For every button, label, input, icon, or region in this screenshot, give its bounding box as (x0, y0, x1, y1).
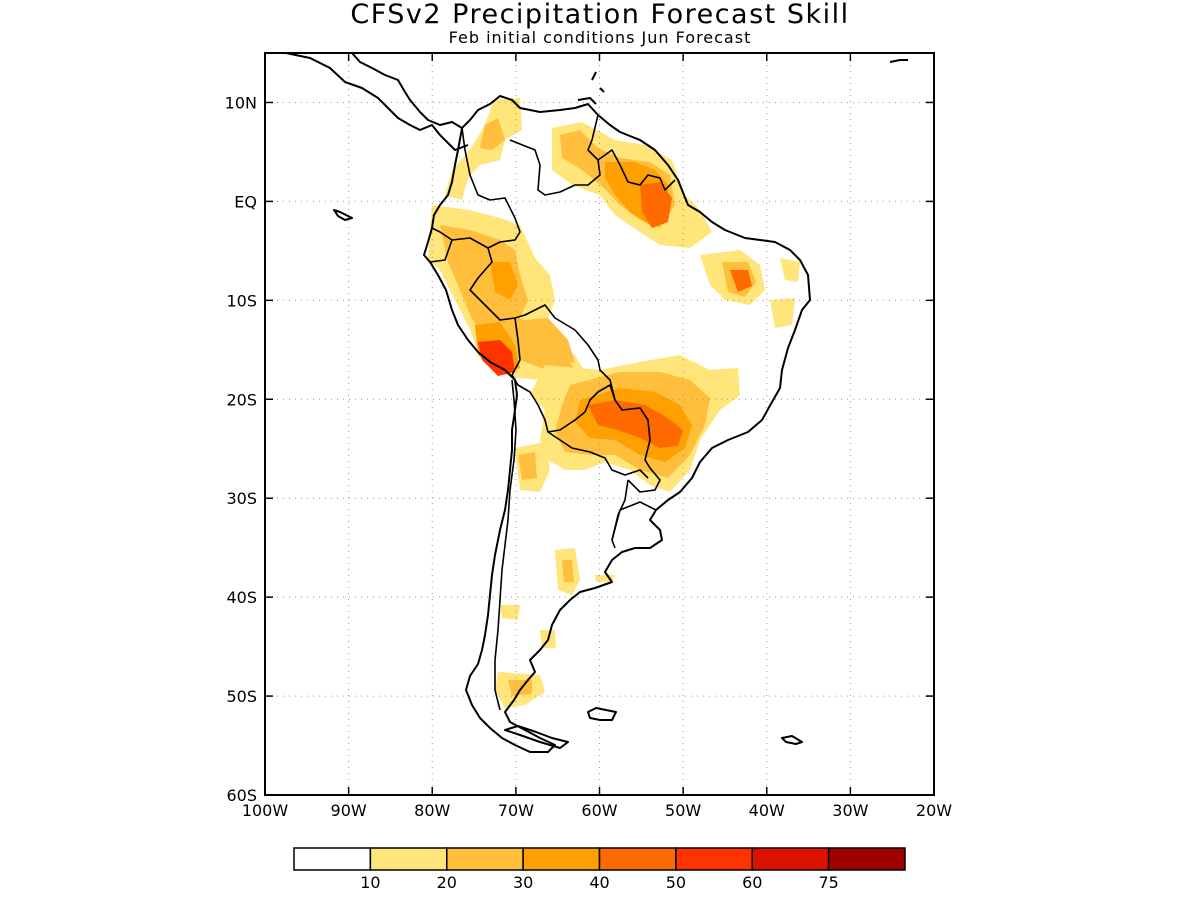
skill-area (730, 270, 752, 292)
colorbar-label: 50 (666, 873, 686, 892)
y-tick-label: 50S (226, 687, 257, 706)
central-america-coast (351, 53, 463, 129)
skill-area (480, 118, 505, 150)
skill-area (525, 318, 575, 365)
map-axes: 100W 90W 80W 70W 60W 50W 40W 30W 20W 10N EQ 10S 20S 3… (225, 53, 952, 820)
colorbar-swatch (751, 847, 830, 871)
colorbar-label: 20 (437, 873, 457, 892)
caribbean-islands (577, 59, 908, 105)
x-tick-label: 100W (242, 801, 289, 820)
colorbar-label: 75 (818, 873, 838, 892)
south-georgia (781, 735, 803, 745)
colorbar-label: 60 (742, 873, 762, 892)
country-border (469, 247, 661, 493)
x-tick-label: 40W (749, 801, 785, 820)
y-tick-label: 60S (226, 786, 257, 805)
country-border (511, 317, 616, 433)
colorbar-swatch (827, 847, 906, 871)
skill-area (588, 400, 683, 448)
country-border (611, 501, 657, 541)
skill-area (562, 560, 574, 582)
x-tick-label: 70W (498, 801, 534, 820)
skill-area (490, 262, 518, 300)
y-tick-label: EQ (234, 192, 257, 211)
y-tick-label: 10S (226, 291, 257, 310)
country-border (431, 127, 521, 249)
colorbar-swatch (293, 847, 372, 871)
x-tick-label: 90W (331, 801, 367, 820)
chart-subtitle: Feb initial conditions Jun Forecast (448, 28, 752, 47)
colorbar-label: 30 (513, 873, 533, 892)
galapagos (333, 209, 353, 221)
skill-area (500, 605, 520, 620)
country-border (547, 431, 649, 479)
x-tick-label: 20W (916, 801, 952, 820)
skill-area (445, 98, 522, 200)
colorbar-label: 40 (589, 873, 609, 892)
x-tick-label: 50W (665, 801, 701, 820)
y-tick-label: 20S (226, 390, 257, 409)
x-tick-label: 60W (581, 801, 617, 820)
falkland-islands (587, 707, 617, 721)
skill-shading-layer (428, 98, 800, 708)
y-tick-label: 10N (225, 93, 257, 112)
country-border (597, 149, 676, 191)
skill-area (770, 298, 795, 328)
skill-area (640, 182, 672, 228)
x-tick-label: 30W (832, 801, 868, 820)
skill-area (518, 452, 537, 480)
y-tick-label: 30S (226, 489, 257, 508)
country-border (429, 239, 453, 263)
coastlines-and-borders (285, 53, 908, 753)
chart-title: CFSv2 Precipitation Forecast Skill (350, 0, 850, 30)
central-america-coast (285, 53, 469, 151)
colorbar-legend: 10 20 30 40 50 60 75 (293, 847, 906, 892)
skill-area (508, 680, 532, 696)
colorbar-swatch (522, 847, 601, 871)
map-gridlines (265, 53, 934, 795)
y-tick-label: 40S (226, 588, 257, 607)
colorbar-swatch (369, 847, 448, 871)
country-border (494, 379, 517, 711)
colorbar-label: 10 (360, 873, 380, 892)
country-border (509, 114, 601, 196)
colorbar-swatch (446, 847, 524, 871)
colorbar-swatch (598, 847, 677, 871)
country-border (611, 479, 629, 549)
skill-area (478, 340, 515, 376)
x-tick-label: 80W (414, 801, 450, 820)
colorbar-swatch (675, 847, 753, 871)
skill-area (780, 258, 800, 282)
tierra-del-fuego (504, 725, 569, 749)
